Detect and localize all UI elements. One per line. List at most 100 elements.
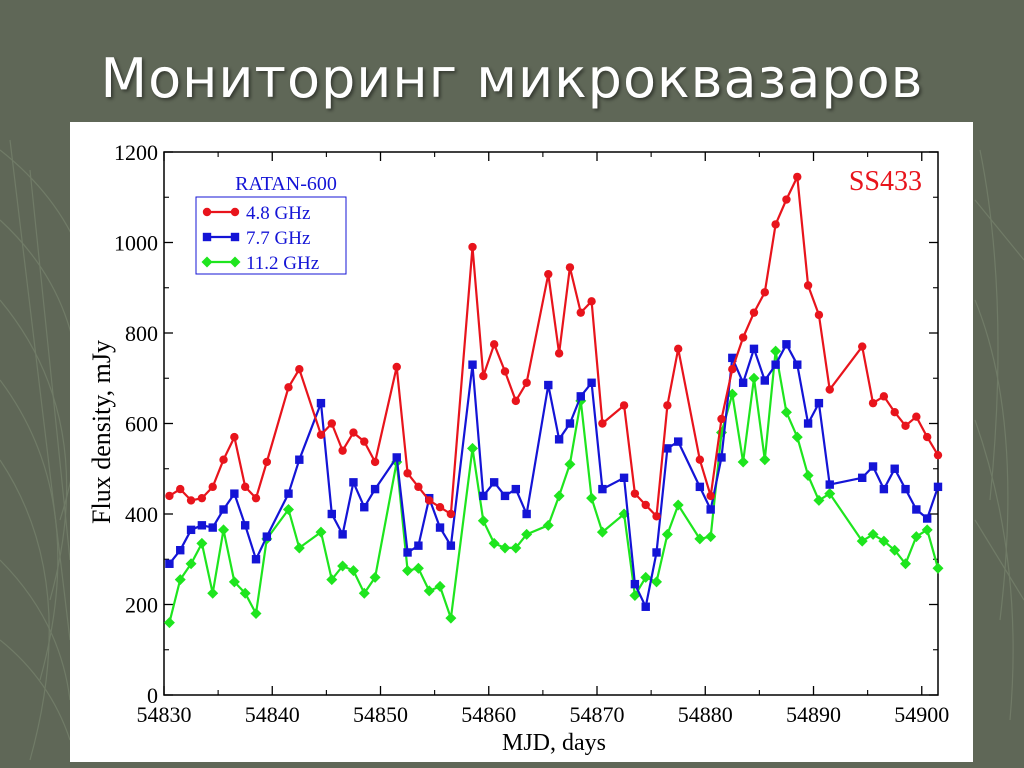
legend-label: 4.8 GHz [246,203,310,224]
data-point [489,478,499,487]
data-point [392,362,401,372]
data-point [295,365,304,374]
x-tick-label: 54890 [786,702,841,727]
data-point [262,457,272,467]
legend-item: 4.8 GHz [202,203,310,224]
data-point [672,499,684,511]
data-point [174,574,186,586]
data-point [705,531,717,543]
data-point [663,444,672,453]
data-point [240,521,250,530]
data-point [358,587,370,599]
data-point [576,392,585,401]
data-point [910,531,922,543]
data-point [165,559,174,568]
y-tick-label: 0 [147,683,158,708]
y-tick-label: 1200 [114,140,158,165]
data-point [868,398,878,408]
data-point [522,509,531,519]
series-line [168,350,940,623]
data-point [293,542,305,554]
series-4-8-ghz [165,172,943,521]
data-point [586,492,598,504]
legend-marker [202,232,212,242]
data-point [694,533,706,545]
data-point [360,503,369,512]
data-point [760,376,769,385]
data-point [327,419,336,428]
data-point [262,532,272,541]
data-point [879,484,889,494]
data-point [771,220,780,229]
legend-item: 7.7 GHz [202,228,310,249]
data-point [912,412,921,421]
data-point [196,537,208,549]
y-tick-label: 600 [125,412,158,437]
data-point [500,491,510,501]
data-point [284,489,293,498]
x-tick-label: 54880 [678,702,733,727]
data-point [468,242,477,252]
data-point [901,421,910,430]
data-point [661,528,673,540]
data-point [522,378,531,387]
data-point [565,419,575,428]
legend-marker [230,207,240,217]
data-point [403,469,412,478]
data-point [251,555,261,564]
data-point [673,437,683,446]
data-point [813,494,825,506]
data-point [338,446,347,455]
data-point [867,528,879,540]
data-point [901,484,910,494]
data-point [629,589,641,601]
data-point [338,530,347,539]
data-point [208,523,217,532]
y-tick-label: 1000 [114,231,158,256]
data-point [814,310,824,320]
data-point [544,269,553,279]
data-point [889,544,901,556]
data-point [369,571,381,583]
data-point [856,535,868,547]
data-point [900,558,912,570]
legend-marker [230,232,240,242]
data-point [186,496,196,505]
data-point [640,571,652,583]
axis-ticks: 54830 54840 54850 54860 54870 54880 54890 54900… [114,140,949,727]
data-point [316,430,326,440]
data-point [542,519,554,531]
data-point [423,585,435,597]
legend-label: 11.2 GHz [246,253,319,274]
data-point [446,509,456,519]
data-point [219,505,228,514]
data-point [218,524,230,536]
data-point [630,489,640,498]
legend-box [195,196,347,275]
data-point [477,515,489,527]
data-point [510,542,522,554]
data-point [738,333,748,342]
data-point [706,505,715,514]
legend: 4.8 GHz 7.7 GHz 11.2 GHz [201,203,319,274]
x-tick-label: 54870 [570,702,625,727]
data-point [176,546,185,555]
data-point [315,526,327,538]
data-point [435,503,445,512]
series-layer [163,172,944,629]
x-tick-label: 54860 [461,702,516,727]
data-point [435,523,445,532]
data-point [326,574,338,586]
flux-chart: 54830 54840 54850 54860 54870 54880 54890 54900… [87,140,949,756]
data-point [564,458,576,470]
data-point [890,407,899,417]
data-point [596,526,608,538]
data-point [652,512,661,521]
data-point [316,398,326,408]
series-line [168,343,940,608]
legend-label: 7.7 GHz [246,228,310,249]
data-point [782,340,791,349]
data-point [434,580,446,592]
data-point [425,496,434,505]
data-point [858,473,867,482]
